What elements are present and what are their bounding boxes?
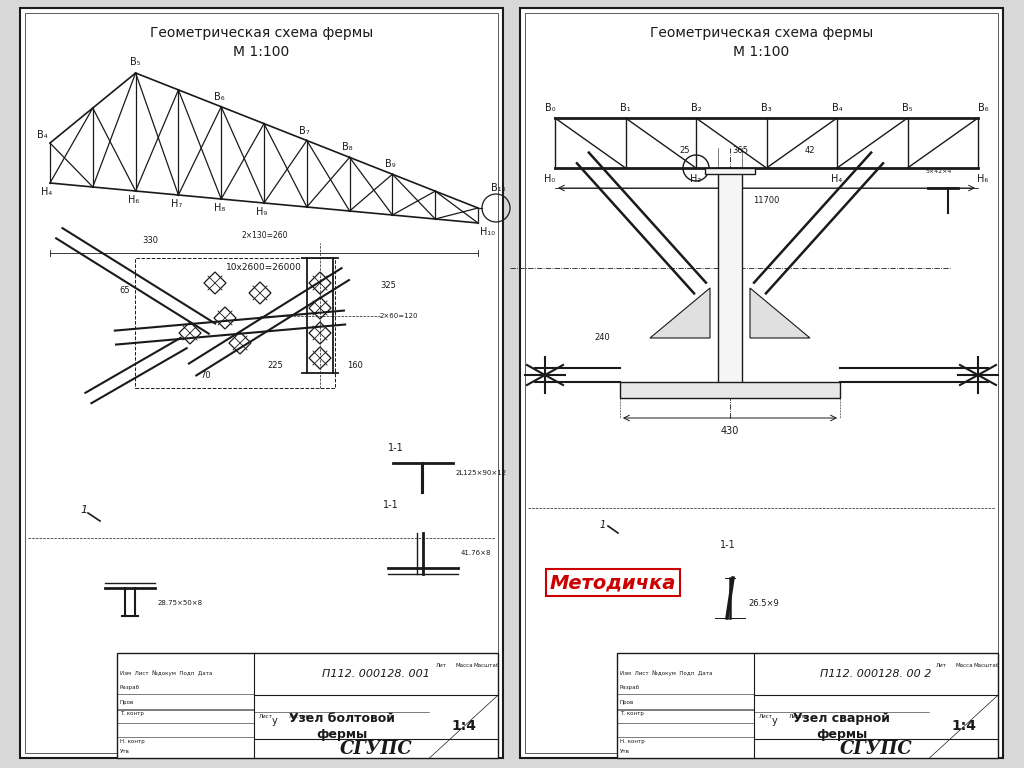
Text: 2×130=260: 2×130=260 [242,231,288,240]
Text: Лит: Лит [435,663,446,668]
Text: B₈: B₈ [342,142,353,152]
Text: Масштаб: Масштаб [473,663,500,668]
Bar [705,168,755,174]
Text: Лист: Лист [259,714,273,719]
Text: Лист: Лист [759,714,773,719]
Text: H₄: H₄ [831,174,843,184]
Text: у: у [771,717,777,727]
Text: 330: 330 [142,236,158,245]
Text: 1: 1 [80,505,87,515]
Text: Изм  Лист  №докум  Подп  Дата: Изм Лист №докум Подп Дата [620,670,712,676]
Text: H₈: H₈ [214,203,225,213]
Text: B₁: B₁ [621,103,631,113]
Text: Утв: Утв [620,750,630,754]
Text: H₆: H₆ [977,174,988,184]
Text: 1:4: 1:4 [452,720,476,733]
Text: Изм  Лист  №докум  Подп  Дата: Изм Лист №докум Подп Дата [120,670,212,676]
Text: Листов: Листов [788,714,810,719]
Text: СГУПС: СГУПС [840,740,912,757]
Bar [616,653,998,758]
Text: П112. 000128. 00 2: П112. 000128. 00 2 [820,669,932,679]
Text: B₂: B₂ [690,103,701,113]
Text: B₁₀: B₁₀ [490,183,505,193]
Text: Лит: Лит [936,663,946,668]
Text: Масштаб: Масштаб [974,663,999,668]
Text: Разраб: Разраб [120,685,139,690]
Bar [620,382,840,398]
Text: B₀: B₀ [545,103,555,113]
Text: 2L125×90×12: 2L125×90×12 [456,470,507,476]
Text: Масса: Масса [455,663,473,668]
Bar [525,13,998,753]
Text: 1: 1 [600,520,606,530]
Text: B₇: B₇ [299,125,310,135]
Text: у: у [271,717,278,727]
Text: B₅: B₅ [130,57,141,67]
Text: 160: 160 [347,361,362,370]
Text: B₃: B₃ [761,103,772,113]
Text: 430: 430 [721,426,739,436]
Text: 1:4: 1:4 [951,720,976,733]
Text: H₉: H₉ [256,207,267,217]
Text: B₄: B₄ [831,103,843,113]
Text: 10x2600=26000: 10x2600=26000 [226,263,302,272]
Polygon shape [650,288,710,338]
Polygon shape [750,288,810,338]
Text: Пров: Пров [120,700,134,705]
Text: B₆: B₆ [978,103,988,113]
Text: H₂: H₂ [690,174,701,184]
Text: П112. 000128. 001: П112. 000128. 001 [323,669,430,679]
Text: Геометрическая схема фермы
М 1:100: Геометрическая схема фермы М 1:100 [650,26,873,59]
Text: B₅: B₅ [902,103,912,113]
Text: Пров: Пров [620,700,634,705]
Text: Т. контр: Т. контр [620,711,643,717]
Text: 26.5×9: 26.5×9 [748,598,778,607]
Text: 11700: 11700 [754,196,779,205]
Text: 325: 325 [380,281,396,290]
Text: Н. контр: Н. контр [620,739,644,743]
Text: Масса: Масса [955,663,973,668]
Text: Методичка: Методичка [550,573,677,592]
Text: Листов: Листов [289,714,309,719]
Text: H₆: H₆ [128,195,139,205]
Text: 65: 65 [120,286,130,295]
Text: Т. контр: Т. контр [120,711,143,717]
Text: Утв: Утв [120,750,129,754]
Text: 42: 42 [805,146,815,155]
Text: 28.75×50×8: 28.75×50×8 [158,600,203,606]
Text: 1-1: 1-1 [383,500,398,510]
Bar [520,8,1002,758]
Text: Н. контр: Н. контр [120,739,144,743]
Text: Разраб: Разраб [620,685,640,690]
Text: 25: 25 [680,146,690,155]
Bar [20,8,503,758]
Text: 41.76×8: 41.76×8 [461,550,492,556]
Text: 240: 240 [594,333,610,343]
Text: B₉: B₉ [385,159,395,169]
Text: Геометрическая схема фермы
М 1:100: Геометрическая схема фермы М 1:100 [150,26,373,59]
Text: 70: 70 [200,371,211,380]
Text: 1-1: 1-1 [720,540,736,550]
Text: Узел болтовой
фермы: Узел болтовой фермы [289,712,394,741]
Text: H₄: H₄ [41,187,52,197]
Text: H₇: H₇ [171,199,182,209]
Text: H₀: H₀ [545,174,556,184]
Bar [718,168,742,388]
Text: 5×42×4: 5×42×4 [926,169,952,174]
Text: 2×60=120: 2×60=120 [380,313,419,319]
Bar [25,13,498,753]
Text: СГУПС: СГУПС [340,740,413,757]
Text: 225: 225 [267,361,283,370]
Text: H₁₀: H₁₀ [480,227,496,237]
Text: Узел сварной
фермы: Узел сварной фермы [794,712,890,741]
Bar [117,653,498,758]
Text: 365: 365 [732,146,748,155]
Text: B₄: B₄ [37,130,47,140]
Text: 1-1: 1-1 [388,443,403,453]
Text: B₆: B₆ [214,91,224,101]
